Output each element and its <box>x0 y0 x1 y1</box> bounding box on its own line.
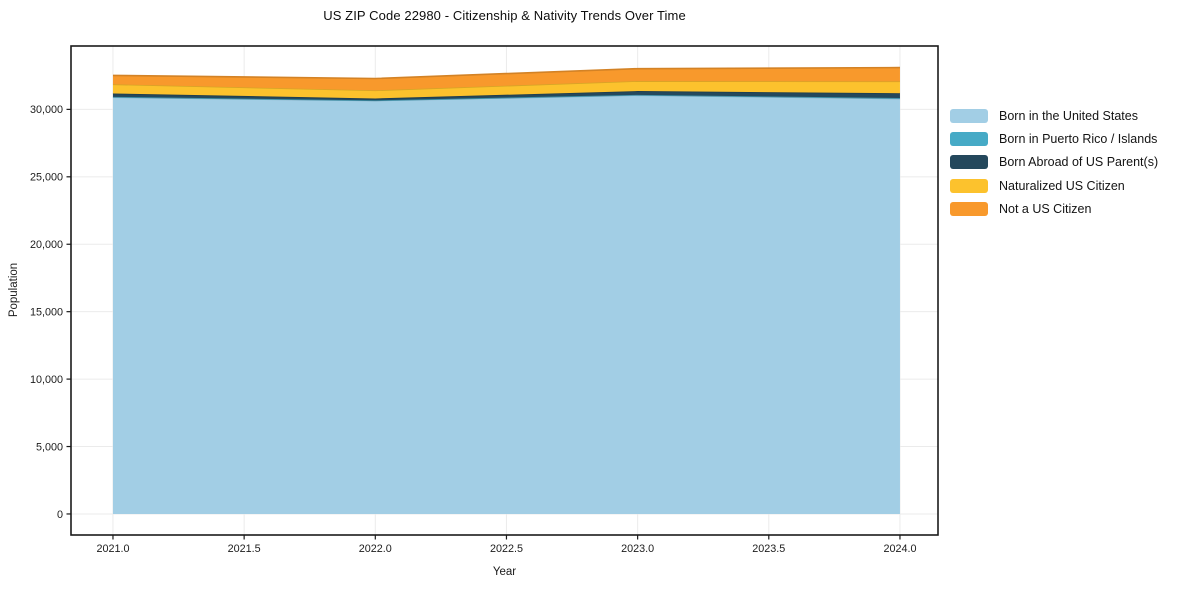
y-axis-label: Population <box>8 262 20 318</box>
plot-border <box>70 45 939 536</box>
area-series-3 <box>112 81 900 99</box>
legend-swatch <box>950 178 988 193</box>
legend-item: Born in Puerto Rico / Islands <box>950 127 1158 150</box>
chart-title: US ZIP Code 22980 - Citizenship & Nativi… <box>323 8 686 23</box>
x-tick-label: 2024.0 <box>883 543 916 555</box>
y-tick-label: 30,000 <box>30 104 63 116</box>
x-tick-label: 2022.0 <box>359 543 392 555</box>
area-series-4 <box>112 67 900 91</box>
x-tick-label: 2022.5 <box>490 543 523 555</box>
legend-label: Born in Puerto Rico / Islands <box>999 132 1158 147</box>
legend-item: Born in the United States <box>950 104 1158 127</box>
legend: Born in the United States Born in Puerto … <box>950 104 1158 221</box>
x-axis-label: Year <box>492 566 517 578</box>
y-tick-label: 20,000 <box>30 239 63 251</box>
legend-swatch <box>950 132 988 147</box>
x-tick-label: 2023.5 <box>752 543 785 555</box>
legend-swatch <box>950 108 988 123</box>
area-series-2 <box>112 91 900 101</box>
x-tick-label: 2023.0 <box>621 543 654 555</box>
legend-label: Not a US Citizen <box>999 202 1092 217</box>
y-tick-label: 15,000 <box>30 306 63 318</box>
y-tick-label: 25,000 <box>30 172 63 184</box>
legend-swatch <box>950 155 988 170</box>
y-tick-label: 0 <box>57 509 63 521</box>
x-tick-label: 2021.5 <box>228 543 261 555</box>
legend-item: Not a US Citizen <box>950 198 1158 221</box>
legend-item: Naturalized US Citizen <box>950 174 1158 197</box>
area-edge-4 <box>112 66 900 80</box>
y-tick-label: 5,000 <box>36 441 63 453</box>
legend-swatch <box>950 202 988 217</box>
y-tick-label: 10,000 <box>30 374 63 386</box>
legend-label: Born Abroad of US Parent(s) <box>999 155 1159 170</box>
area-series-0 <box>112 95 900 514</box>
x-tick-label: 2021.0 <box>96 543 129 555</box>
legend-item: Born Abroad of US Parent(s) <box>950 151 1158 174</box>
legend-label: Born in the United States <box>999 108 1138 123</box>
legend-label: Naturalized US Citizen <box>999 178 1125 193</box>
